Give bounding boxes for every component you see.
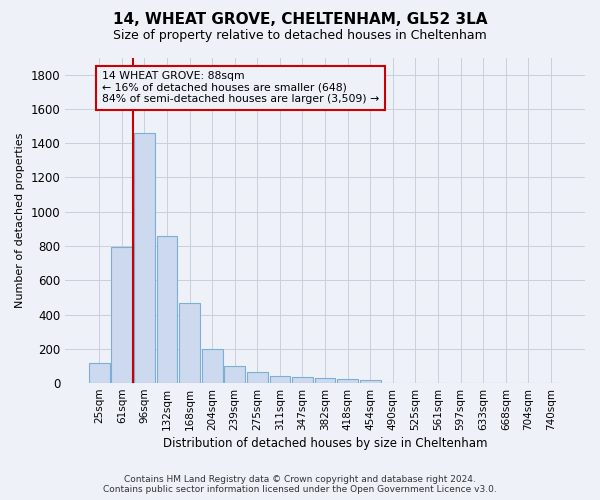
Bar — [134, 133, 155, 383]
Text: 14, WHEAT GROVE, CHELTENHAM, GL52 3LA: 14, WHEAT GROVE, CHELTENHAM, GL52 3LA — [113, 12, 487, 28]
Bar — [202, 349, 223, 383]
Bar — [112, 247, 132, 383]
X-axis label: Distribution of detached houses by size in Cheltenham: Distribution of detached houses by size … — [163, 437, 487, 450]
Bar — [157, 236, 178, 383]
Text: 14 WHEAT GROVE: 88sqm
← 16% of detached houses are smaller (648)
84% of semi-det: 14 WHEAT GROVE: 88sqm ← 16% of detached … — [102, 71, 379, 104]
Y-axis label: Number of detached properties: Number of detached properties — [15, 132, 25, 308]
Bar — [292, 377, 313, 383]
Bar — [247, 372, 268, 383]
Text: Size of property relative to detached houses in Cheltenham: Size of property relative to detached ho… — [113, 29, 487, 42]
Bar — [89, 362, 110, 383]
Text: Contains HM Land Registry data © Crown copyright and database right 2024.
Contai: Contains HM Land Registry data © Crown c… — [103, 474, 497, 494]
Bar — [337, 379, 358, 383]
Bar — [179, 302, 200, 383]
Bar — [269, 376, 290, 383]
Bar — [314, 378, 335, 383]
Bar — [360, 380, 380, 383]
Bar — [224, 366, 245, 383]
